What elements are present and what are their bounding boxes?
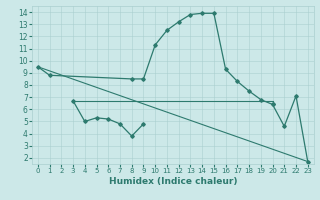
X-axis label: Humidex (Indice chaleur): Humidex (Indice chaleur) xyxy=(108,177,237,186)
